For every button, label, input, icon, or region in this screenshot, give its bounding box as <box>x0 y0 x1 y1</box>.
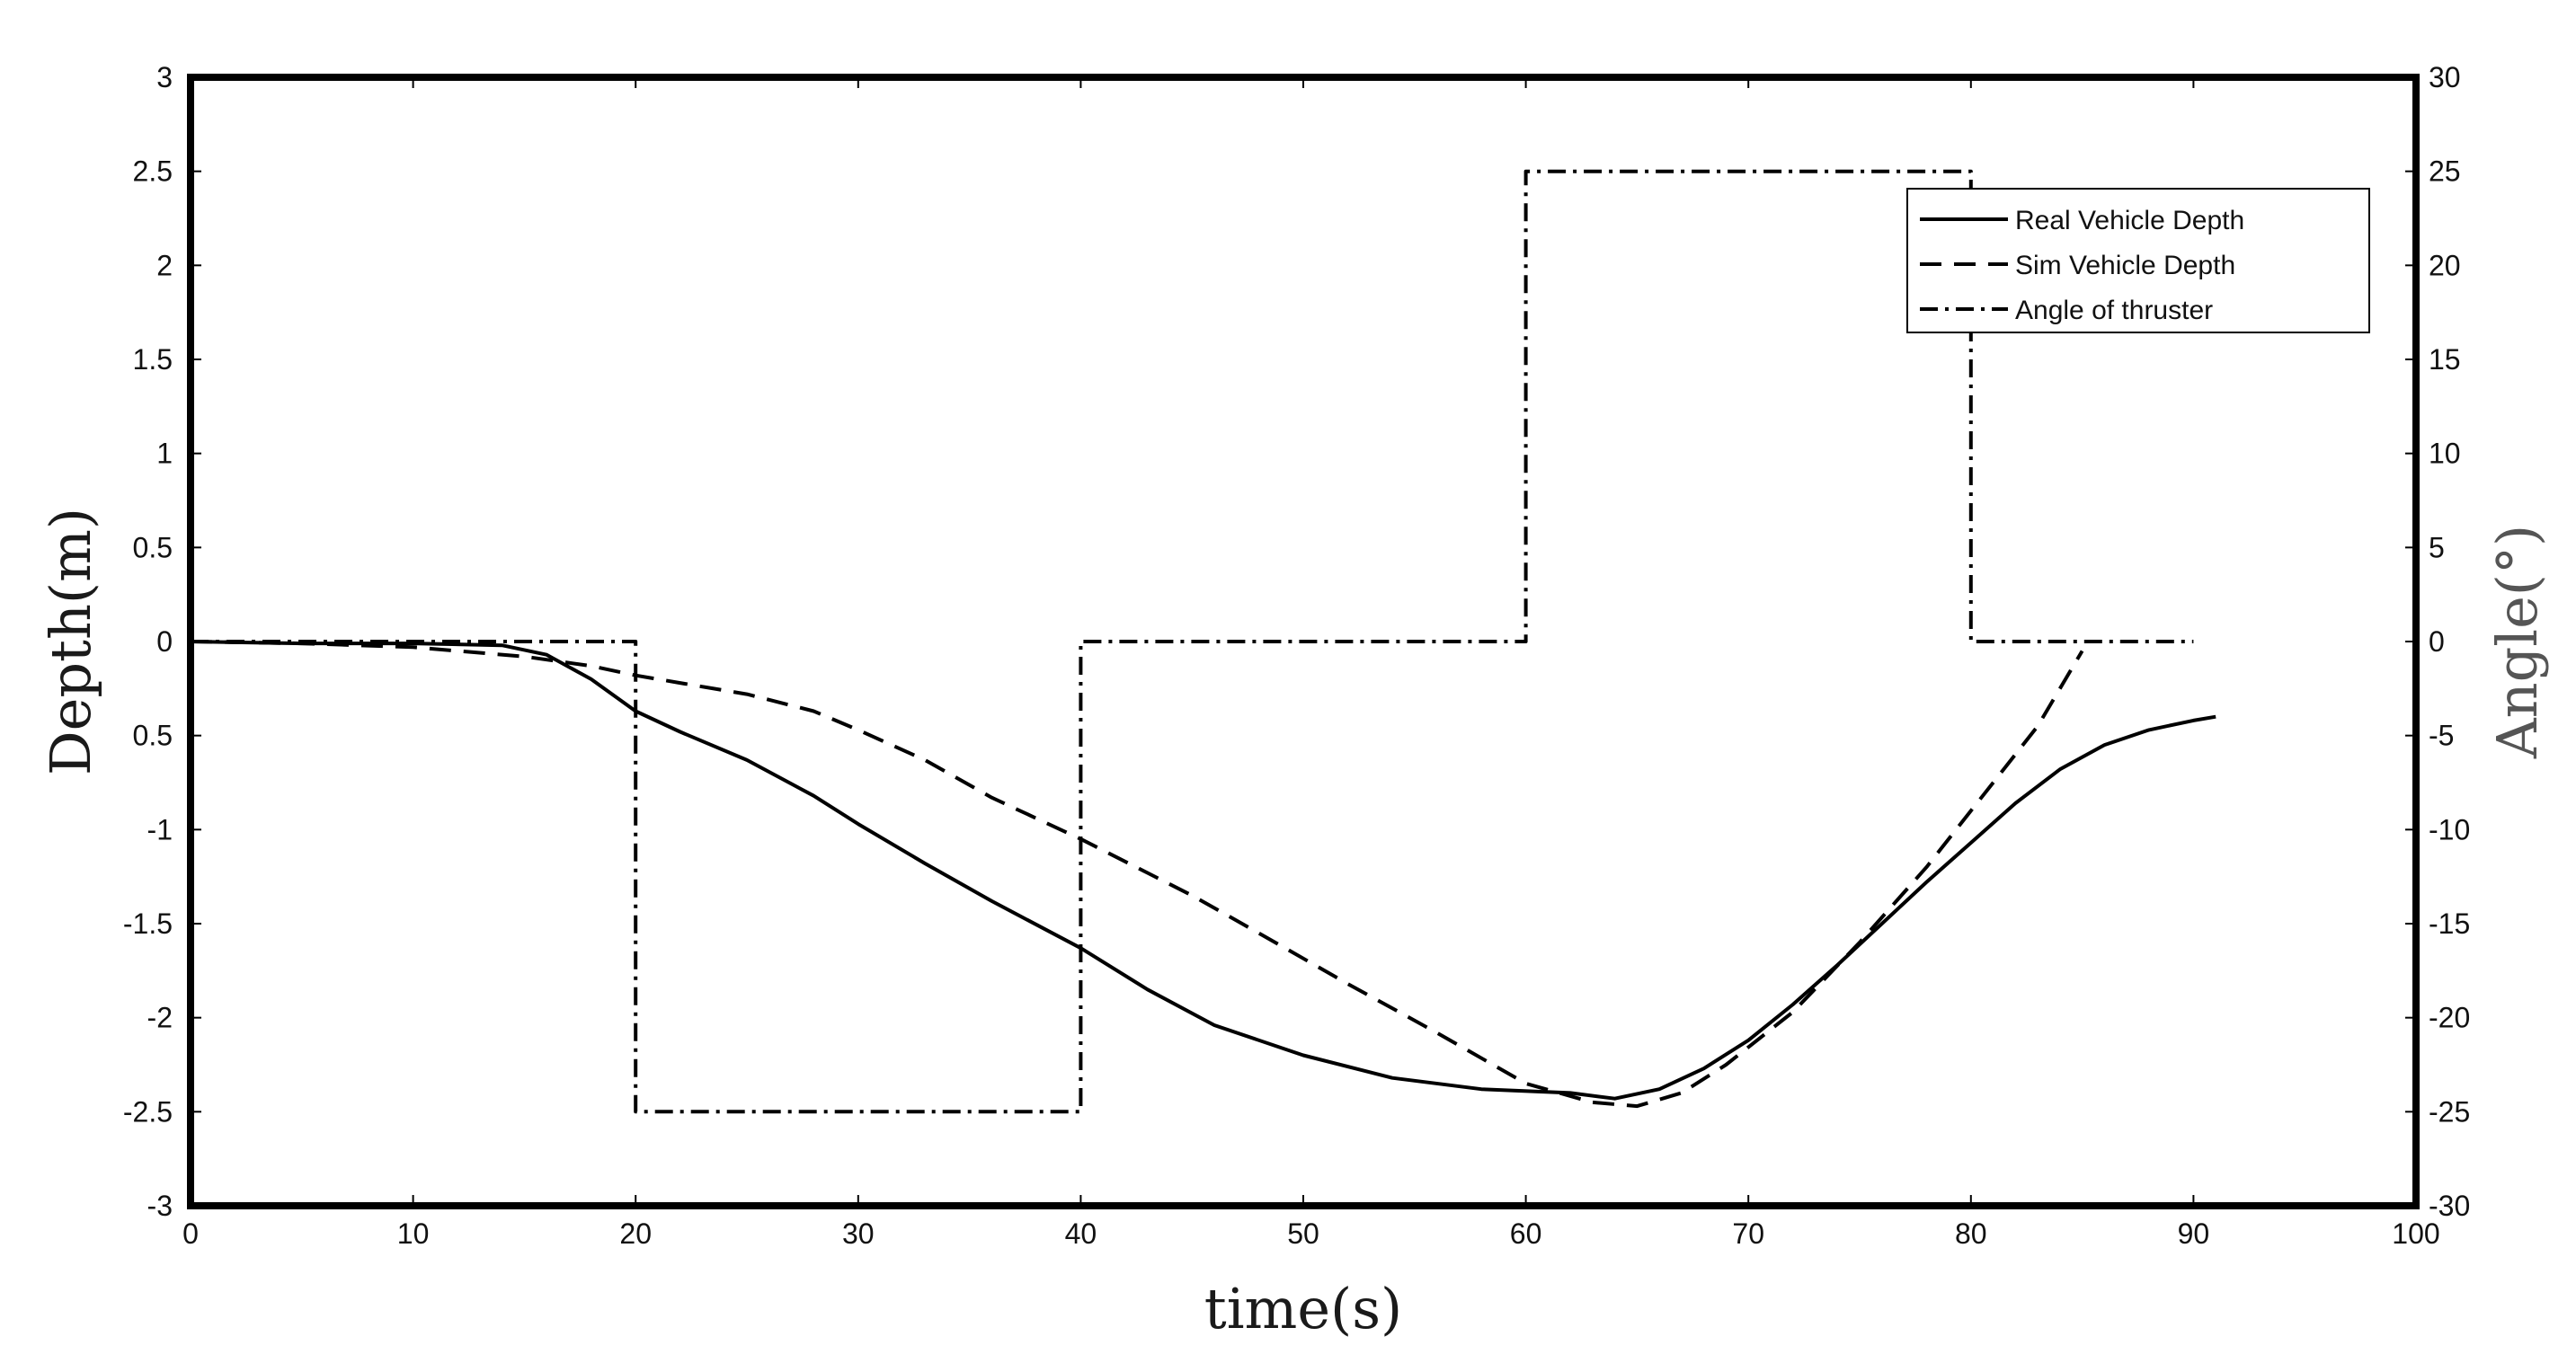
x-tick-label: 0 <box>182 1217 199 1250</box>
left-y-tick-label: -1.5 <box>123 907 173 940</box>
right-y-tick-label: -15 <box>2429 907 2470 940</box>
series-line-real-vehicle-depth <box>190 640 2216 1101</box>
x-axis-title: time(s) <box>1204 1276 1402 1341</box>
series-line-angle-of-thruster <box>191 169 2194 1114</box>
legend-label-angle-of-thruster: Angle of thruster <box>2015 296 2213 325</box>
legend-label-sim-vehicle-depth: Sim Vehicle Depth <box>2015 251 2235 280</box>
right-y-tick-label: -25 <box>2429 1095 2470 1128</box>
x-tick-label: 100 <box>2392 1217 2439 1250</box>
right-y-tick-label: 5 <box>2429 531 2445 563</box>
right-y-tick-label: 15 <box>2429 343 2461 376</box>
left-y-tick-label: -1 <box>147 813 173 845</box>
left-y-tick-label: -2 <box>147 1002 173 1034</box>
left-y-tick-label: 0.5 <box>133 720 173 752</box>
left-y-tick-label: 0 <box>156 625 173 658</box>
legend: Real Vehicle Depth Sim Vehicle Depth Angle… <box>1906 188 2370 333</box>
series-layer <box>190 169 2216 1114</box>
right-y-axis-title: Angle(°) <box>2484 525 2550 759</box>
right-y-tick-label: -10 <box>2429 813 2470 845</box>
left-y-tick-label: -2.5 <box>123 1095 173 1128</box>
legend-label-real-vehicle-depth: Real Vehicle Depth <box>2015 206 2244 235</box>
left-y-tick-label: 2 <box>156 249 173 281</box>
left-y-tick-label: 1 <box>156 438 173 470</box>
x-tick-label: 40 <box>1065 1217 1097 1250</box>
left-y-axis-title: Depth(m) <box>38 508 103 775</box>
left-y-tick-label: 1.5 <box>133 343 173 376</box>
x-tick-label: 70 <box>1732 1217 1764 1250</box>
right-y-tick-label: 10 <box>2429 438 2461 470</box>
right-y-tick-label: 0 <box>2429 625 2445 658</box>
left-y-tick-label: -3 <box>147 1190 173 1222</box>
left-y-tick-label: 2.5 <box>133 155 173 188</box>
x-tick-label: 10 <box>397 1217 430 1250</box>
left-y-tick-label: 0.5 <box>133 531 173 563</box>
right-y-tick-label: -20 <box>2429 1002 2470 1034</box>
x-tick-label: 50 <box>1287 1217 1319 1250</box>
right-y-tick-label: 25 <box>2429 155 2461 188</box>
right-y-tick-label: 30 <box>2429 61 2461 93</box>
x-tick-label: 80 <box>1955 1217 1987 1250</box>
right-y-tick-label: 20 <box>2429 249 2461 281</box>
tick-marks <box>190 76 2417 1207</box>
x-tick-label: 20 <box>619 1217 652 1250</box>
x-tick-label: 30 <box>842 1217 875 1250</box>
right-y-tick-label: -5 <box>2429 720 2454 752</box>
x-tick-label: 90 <box>2178 1217 2210 1250</box>
right-y-tick-label: -30 <box>2429 1190 2470 1222</box>
x-tick-label: 60 <box>1510 1217 1542 1250</box>
left-y-tick-label: 3 <box>156 61 173 93</box>
